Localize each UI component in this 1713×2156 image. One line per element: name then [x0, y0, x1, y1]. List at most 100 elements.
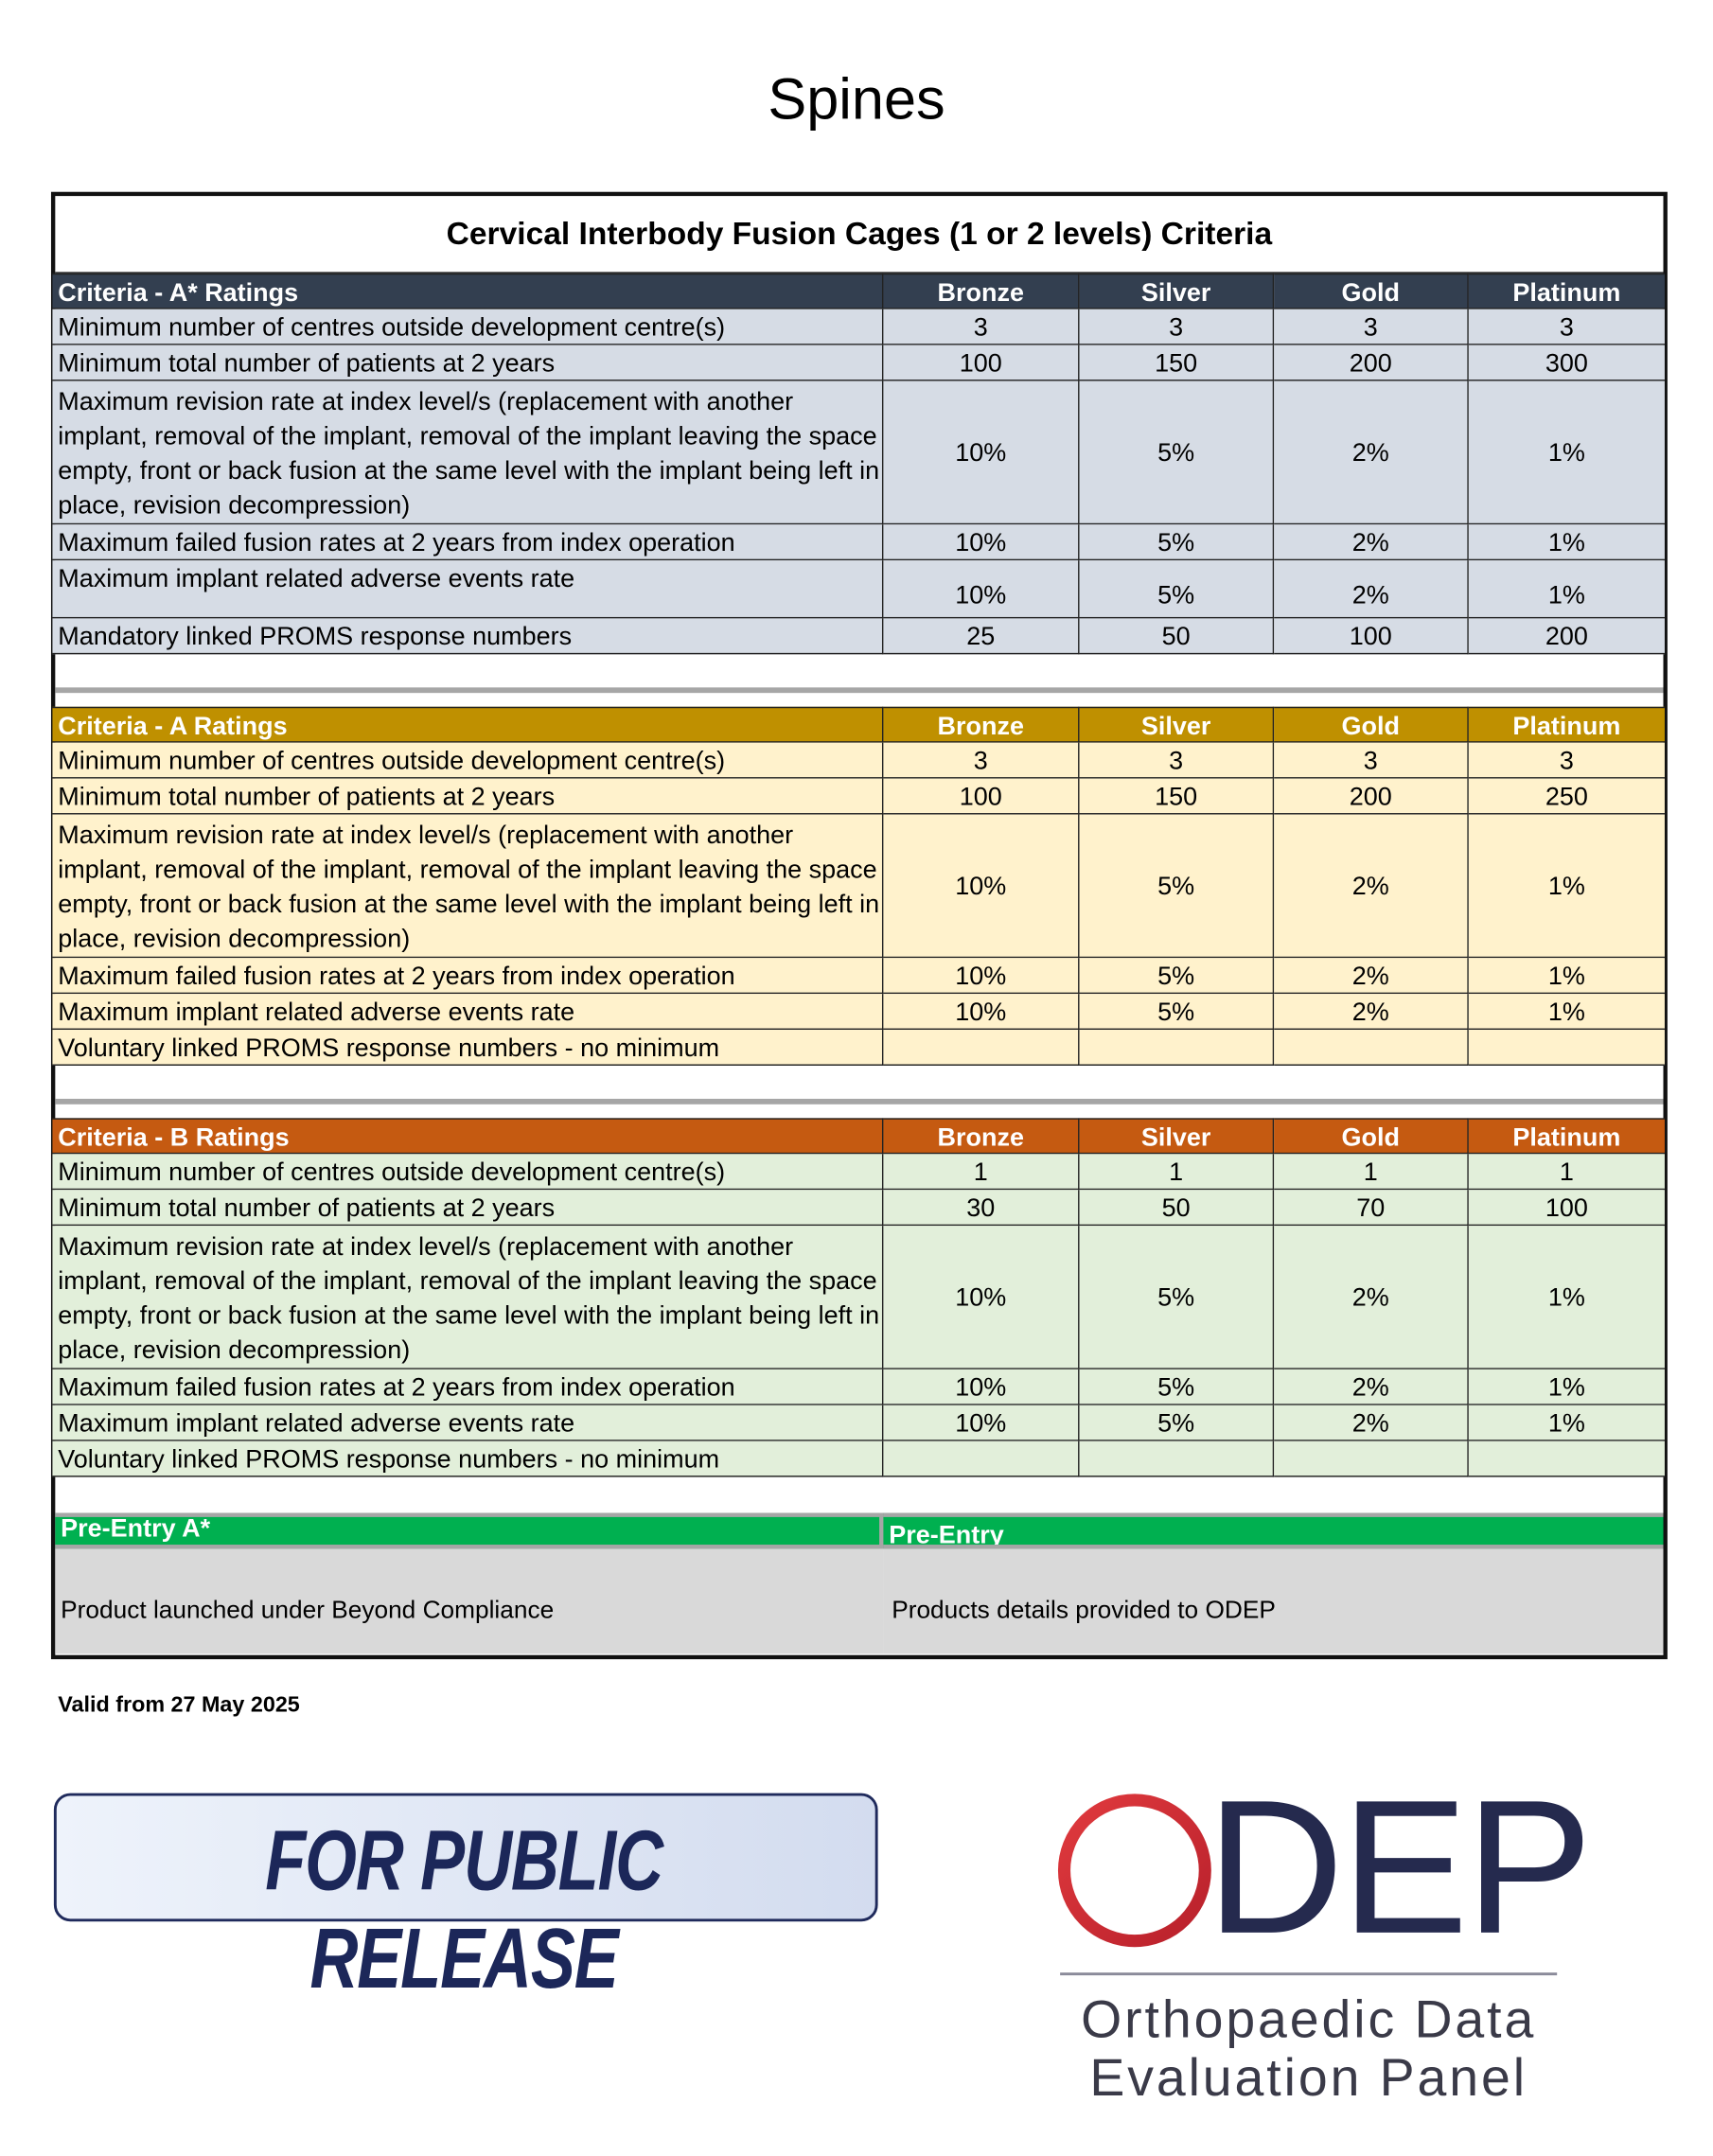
criteria-value: 3 — [883, 309, 1080, 345]
criteria-value — [1274, 1030, 1469, 1066]
criteria-value: 1% — [1468, 1369, 1665, 1405]
criteria-label: Maximum failed fusion rates at 2 years f… — [52, 958, 884, 995]
badge-text: FOR PUBLIC RELEASE — [265, 1813, 663, 2007]
criteria-label: Maximum revision rate at index level/s (… — [52, 1226, 884, 1370]
section-header-cell: Gold — [1274, 706, 1469, 743]
criteria-label: Maximum revision rate at index level/s (… — [52, 814, 884, 959]
criteria-value: 200 — [1274, 778, 1469, 815]
criteria-label: Maximum revision rate at index level/s (… — [52, 380, 884, 525]
criteria-value — [1079, 1030, 1275, 1066]
criteria-value: 2% — [1274, 560, 1469, 619]
criteria-value — [883, 1030, 1080, 1066]
criteria-value: 30 — [883, 1190, 1080, 1227]
criteria-label: Minimum total number of patients at 2 ye… — [52, 1190, 884, 1227]
criteria-value: 300 — [1468, 345, 1665, 381]
criteria-value — [1468, 1440, 1665, 1477]
criteria-value: 25 — [883, 618, 1080, 655]
criteria-value — [1468, 1030, 1665, 1066]
criteria-value: 5% — [1079, 1405, 1275, 1441]
section-header-cell: Gold — [1274, 273, 1469, 309]
criteria-label: Minimum number of centres outside develo… — [52, 1154, 884, 1191]
criteria-value: 10% — [883, 524, 1080, 561]
criteria-value: 200 — [1274, 345, 1469, 381]
criteria-value: 5% — [1079, 958, 1275, 995]
criteria-value: 1 — [1274, 1154, 1469, 1191]
criteria-value: 2% — [1274, 994, 1469, 1031]
criteria-value: 1 — [1468, 1154, 1665, 1191]
criteria-value: 1% — [1468, 524, 1665, 561]
page-title: Spines — [768, 66, 945, 132]
section-header-cell: Platinum — [1468, 273, 1665, 309]
criteria-value: 150 — [1079, 345, 1275, 381]
criteria-value: 1% — [1468, 958, 1665, 995]
criteria-value: 1% — [1468, 814, 1665, 959]
criteria-value: 100 — [1274, 618, 1469, 655]
criteria-value: 10% — [883, 560, 1080, 619]
criteria-value: 2% — [1274, 958, 1469, 995]
criteria-label: Maximum implant related adverse events r… — [52, 560, 884, 619]
section-header-cell: Silver — [1079, 706, 1275, 743]
criteria-value — [883, 1440, 1080, 1477]
criteria-value: 3 — [883, 742, 1080, 779]
section-header-cell: Bronze — [883, 706, 1080, 743]
criteria-label: Voluntary linked PROMS response numbers … — [52, 1030, 884, 1066]
criteria-value: 5% — [1079, 1369, 1275, 1405]
criteria-value: 250 — [1468, 778, 1665, 815]
logo-name: Orthopaedic Data Evaluation Panel — [1033, 1992, 1584, 2109]
criteria-value: 5% — [1079, 1226, 1275, 1370]
criteria-table: Cervical Interbody Fusion Cages (1 or 2 … — [50, 191, 1668, 1660]
criteria-value: 2% — [1274, 380, 1469, 525]
criteria-value: 50 — [1079, 618, 1275, 655]
criteria-value: 5% — [1079, 814, 1275, 959]
criteria-value: 1% — [1468, 1226, 1665, 1370]
criteria-value: 70 — [1274, 1190, 1469, 1227]
criteria-value: 10% — [883, 1405, 1080, 1441]
criteria-value: 1% — [1468, 560, 1665, 619]
criteria-label: Maximum implant related adverse events r… — [52, 994, 884, 1031]
criteria-value: 10% — [883, 1369, 1080, 1405]
criteria-value: 1% — [1468, 380, 1665, 525]
criteria-value: 10% — [883, 814, 1080, 959]
criteria-value: 2% — [1274, 1369, 1469, 1405]
logo-rule — [1060, 1972, 1558, 1976]
section-separator — [55, 1098, 1664, 1105]
criteria-label: Minimum number of centres outside develo… — [52, 309, 884, 345]
criteria-label: Minimum number of centres outside develo… — [52, 742, 884, 779]
criteria-value: 5% — [1079, 994, 1275, 1031]
criteria-label: Minimum total number of patients at 2 ye… — [52, 778, 884, 815]
criteria-value: 10% — [883, 1226, 1080, 1370]
criteria-value: 3 — [1274, 309, 1469, 345]
section-header-cell: Platinum — [1468, 1118, 1665, 1155]
section-header-cell: Silver — [1079, 273, 1275, 309]
logo-name-line: Orthopaedic Data — [1081, 1991, 1537, 2050]
pre-entry-cell: Products details provided to ODEP — [883, 1548, 1664, 1654]
criteria-value: 10% — [883, 994, 1080, 1031]
valid-from: Valid from 27 May 2025 — [58, 1693, 300, 1718]
criteria-value: 1% — [1468, 994, 1665, 1031]
pre-entry-header: Pre-Entry — [883, 1512, 1664, 1549]
logo-o-ring — [1057, 1794, 1211, 1948]
criteria-value: 3 — [1079, 742, 1275, 779]
criteria-value: 2% — [1274, 1226, 1469, 1370]
criteria-label: Maximum implant related adverse events r… — [52, 1405, 884, 1441]
section-header-cell: Criteria - A* Ratings — [52, 273, 884, 309]
criteria-value: 5% — [1079, 560, 1275, 619]
criteria-label: Maximum failed fusion rates at 2 years f… — [52, 524, 884, 561]
section-header-cell: Criteria - A Ratings — [52, 706, 884, 743]
criteria-value: 10% — [883, 958, 1080, 995]
criteria-label: Voluntary linked PROMS response numbers … — [52, 1440, 884, 1477]
criteria-value: 1 — [1079, 1154, 1275, 1191]
pre-entry-header: Pre-Entry A* — [55, 1512, 884, 1549]
criteria-value — [1079, 1440, 1275, 1477]
criteria-value: 200 — [1468, 618, 1665, 655]
criteria-value: 1 — [883, 1154, 1080, 1191]
pre-entry-cell: Product launched under Beyond Compliance — [55, 1548, 884, 1654]
table-title: Cervical Interbody Fusion Cages (1 or 2 … — [55, 196, 1664, 274]
criteria-value — [1274, 1440, 1469, 1477]
criteria-value: 1% — [1468, 1405, 1665, 1441]
criteria-value: 5% — [1079, 524, 1275, 561]
section-header-cell: Criteria - B Ratings — [52, 1118, 884, 1155]
criteria-value: 100 — [883, 345, 1080, 381]
section-header-cell: Bronze — [883, 273, 1080, 309]
